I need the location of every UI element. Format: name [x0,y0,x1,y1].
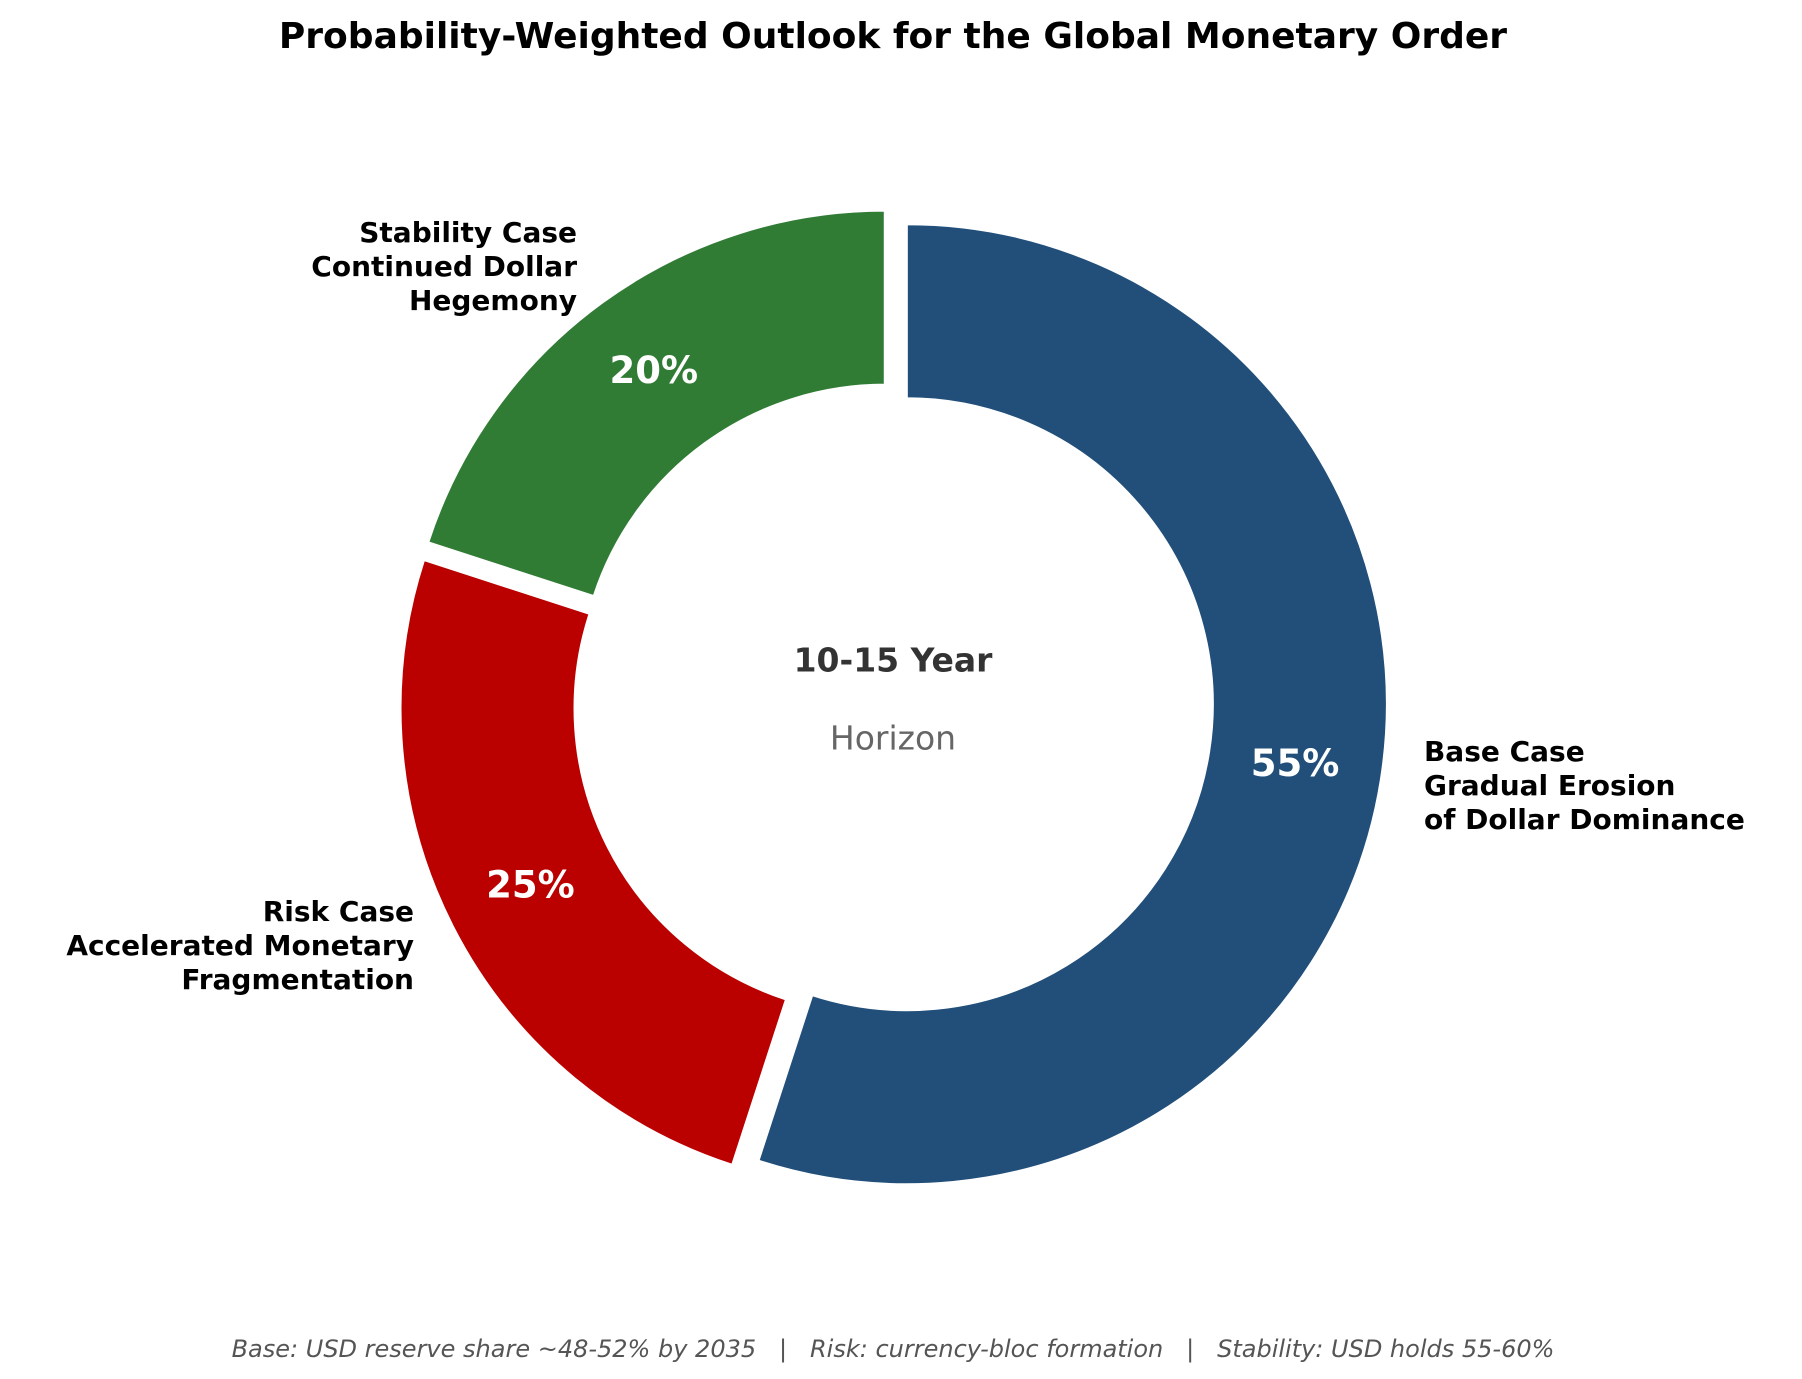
value-label: 55% [1251,742,1340,785]
footnote: Base: USD reserve share ~48-52% by 2035 … [232,1335,1555,1363]
value-label: 20% [609,349,698,392]
donut-slice [757,223,1388,1186]
donut-slice [427,209,886,598]
center-subtext: Horizon [830,719,956,758]
slice-label: Stability Case Continued Dollar Hegemony [311,216,578,318]
slice-label: Risk Case Accelerated Monetary Fragmenta… [66,895,414,997]
donut-slice [399,558,788,1167]
center-text: 10-15 Year [794,641,994,680]
chart-title: Probability-Weighted Outlook for the Glo… [279,16,1507,57]
slice-label: Base Case Gradual Erosion of Dollar Domi… [1423,735,1745,837]
value-label: 25% [486,863,575,906]
